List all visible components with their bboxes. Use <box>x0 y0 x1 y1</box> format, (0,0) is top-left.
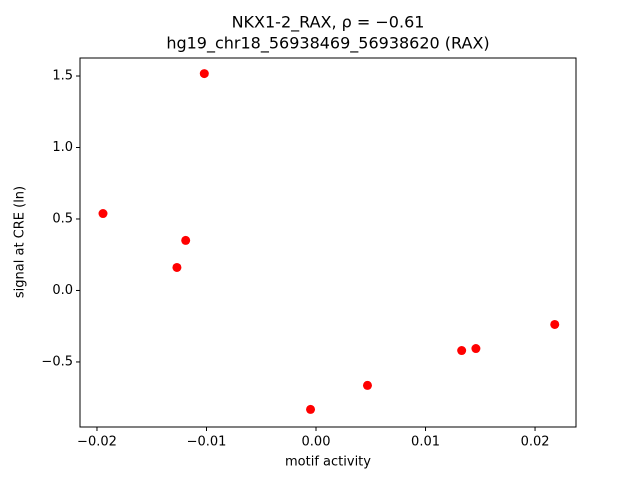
x-tick-label: 0.00 <box>302 435 331 450</box>
y-tick-label: 1.5 <box>52 69 73 84</box>
point <box>550 319 560 329</box>
point <box>199 69 209 79</box>
point <box>471 344 481 354</box>
y-tick-label: 1.0 <box>52 140 73 155</box>
y-tick-label: 0.5 <box>52 211 73 226</box>
point <box>306 404 316 414</box>
y-axis-label: signal at CRE (ln) <box>13 186 28 298</box>
x-tick-label: 0.01 <box>411 435 440 450</box>
chart-title: NKX1-2_RAX, ρ = −0.61 <box>232 13 425 33</box>
x-tick-label: 0.02 <box>521 435 550 450</box>
point <box>98 209 108 219</box>
point <box>181 235 191 245</box>
plot-frame <box>79 57 577 428</box>
point <box>362 380 372 390</box>
point <box>457 346 467 356</box>
x-tick-label: −0.02 <box>77 435 117 450</box>
chart-subtitle: hg19_chr18_56938469_56938620 (RAX) <box>166 34 489 54</box>
y-tick-label: 0.0 <box>52 283 73 298</box>
x-tick-label: −0.01 <box>187 435 227 450</box>
y-tick-label: −0.5 <box>41 354 73 369</box>
point <box>172 262 182 272</box>
x-axis-label: motif activity <box>285 455 371 470</box>
